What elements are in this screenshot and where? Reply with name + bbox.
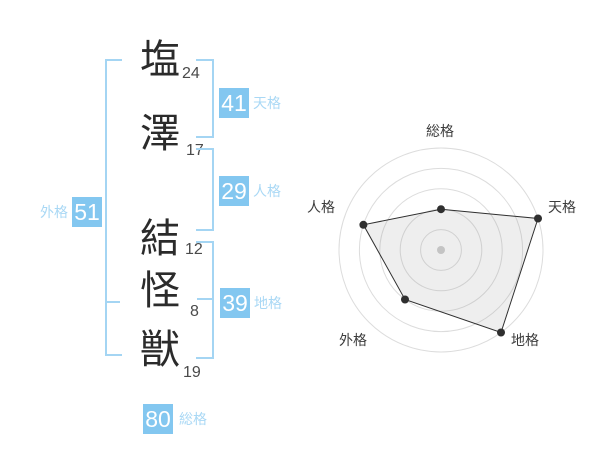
gaikaku-bracket-tick	[105, 301, 120, 303]
radar-point	[534, 214, 542, 223]
radar-axis-label: 総格	[426, 123, 454, 139]
radar-polygon	[362, 208, 539, 334]
stroke-count: 17	[186, 142, 204, 159]
chikaku-bracket-tick	[196, 357, 214, 359]
tenkaku-bracket-line	[212, 60, 214, 138]
radar-axis-label: 外格	[339, 332, 367, 348]
radar-grid-ring	[379, 188, 503, 312]
gaikaku-value-badge: 51	[72, 197, 102, 227]
gaikaku-bracket-tick	[105, 354, 122, 356]
tenkaku-bracket-tick	[196, 136, 214, 138]
radar-grid-ring	[358, 167, 524, 333]
name-character: 獣	[140, 328, 180, 372]
radar-grid-ring	[338, 147, 544, 353]
name-character: 怪	[140, 269, 180, 313]
jinkaku-bracket-tick	[196, 229, 214, 231]
chikaku-bracket-tick	[197, 298, 214, 300]
radar-point	[401, 295, 409, 304]
radar-axis-label: 地格	[511, 332, 539, 348]
gaikaku-label: 外格	[40, 204, 68, 220]
name-character: 澤	[140, 112, 180, 156]
chikaku-bracket-tick	[196, 241, 214, 243]
soukaku-value-badge: 80	[143, 404, 173, 434]
chikaku-bracket-line	[212, 242, 214, 359]
stroke-count: 8	[190, 303, 199, 320]
gaikaku-bracket-tick	[105, 59, 122, 61]
radar-axis-label: 天格	[548, 199, 576, 215]
radar-grid-ring	[420, 229, 462, 271]
name-character: 結	[140, 217, 180, 261]
chikaku-label: 地格	[254, 295, 282, 311]
jinkaku-value-badge: 29	[219, 176, 249, 206]
jinkaku-bracket-tick	[196, 148, 214, 150]
gaikaku-bracket-line	[105, 60, 107, 356]
radar-point	[497, 328, 505, 337]
tenkaku-bracket-tick	[196, 59, 214, 61]
chikaku-value-badge: 39	[220, 288, 250, 318]
radar-axis-label: 人格	[307, 199, 335, 215]
tenkaku-label: 天格	[253, 95, 281, 111]
stroke-count: 19	[183, 364, 201, 381]
soukaku-label: 総格	[179, 411, 207, 427]
name-character: 塩	[140, 38, 180, 82]
stroke-count: 24	[182, 65, 200, 82]
stroke-count: 12	[185, 241, 203, 258]
radar-center-dot	[437, 246, 445, 254]
tenkaku-value-badge: 41	[219, 88, 249, 118]
jinkaku-bracket-line	[212, 149, 214, 231]
radar-point	[359, 220, 368, 229]
jinkaku-label: 人格	[253, 183, 281, 199]
radar-point	[437, 205, 445, 214]
